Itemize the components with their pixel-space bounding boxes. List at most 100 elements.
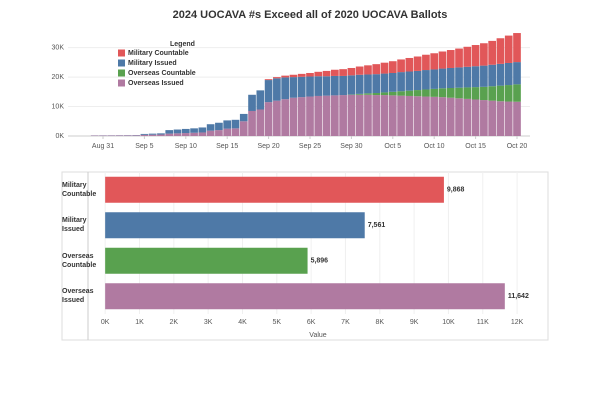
bar [105, 176, 444, 203]
bar-segment [273, 78, 281, 101]
bar-segment [488, 40, 496, 65]
bar-segment [198, 127, 207, 133]
bar-segment [297, 73, 306, 77]
bar-segment [480, 65, 488, 87]
bar-segment [455, 87, 463, 99]
bar-segment [173, 129, 182, 134]
bar-segment [388, 91, 397, 96]
value-label: 9,868 [447, 187, 465, 194]
bar-segment [297, 76, 306, 98]
legend-label: Military Issued [128, 60, 177, 67]
x-tick-label: Oct 20 [507, 143, 528, 150]
bar-segment [206, 124, 215, 131]
bar-segment [339, 69, 347, 76]
bar [105, 212, 365, 239]
bar-segment [289, 77, 298, 98]
x-tick-label: Sep 30 [340, 143, 362, 150]
bar-segment [504, 85, 513, 102]
bar-segment [355, 74, 364, 94]
bar-segment [405, 71, 414, 91]
bar-segment [273, 77, 281, 79]
bar-segment [339, 95, 347, 136]
bar-segment [281, 77, 289, 100]
value-label: 11,642 [508, 293, 529, 300]
y-tick-label: 10K [52, 103, 65, 110]
bar-segment [281, 75, 289, 78]
bar-segment [446, 50, 455, 68]
bar-segment [513, 84, 521, 102]
bar-segment [471, 99, 480, 136]
bar-segment [364, 74, 372, 94]
bar-segment [388, 61, 397, 73]
x-axis-title: Value [309, 332, 326, 339]
bar-segment [355, 66, 364, 75]
bar-segment [314, 76, 323, 96]
bar-segment [223, 120, 232, 129]
bar-segment [314, 95, 323, 136]
bar-segment [322, 76, 331, 96]
bar-segment [206, 130, 215, 136]
bar-segment [496, 38, 505, 64]
bar-segment [496, 101, 505, 136]
x-tick-label: 1K [135, 319, 144, 326]
bar-segment [496, 85, 505, 102]
bar-segment [397, 59, 405, 73]
bar-segment [347, 94, 356, 136]
bar-segment [504, 101, 513, 136]
bar-segment [463, 46, 472, 67]
bar-segment [364, 93, 372, 95]
bar-segment [273, 100, 281, 136]
bar-segment [339, 75, 347, 96]
value-label: 7,561 [368, 222, 386, 229]
bar-segment [388, 72, 397, 92]
bar-segment [115, 135, 124, 136]
bar-segment [239, 113, 248, 122]
x-tick-label: Sep 5 [135, 143, 153, 150]
x-tick-label: Oct 10 [424, 143, 445, 150]
bar-segment [306, 76, 314, 97]
bar-segment [413, 90, 422, 97]
bar-segment [190, 132, 198, 136]
bar-segment [405, 90, 414, 96]
bar-segment [157, 134, 165, 136]
bar-segment [480, 100, 488, 136]
bar-segment [438, 51, 447, 69]
bar-segment [124, 135, 132, 136]
bar-segment [513, 33, 521, 63]
bar-segment [248, 110, 256, 136]
bar-segment [422, 89, 430, 97]
bar-segment [380, 62, 389, 74]
bar-segment [165, 133, 174, 136]
legend-swatch [118, 59, 125, 67]
bar [105, 283, 505, 310]
bar-segment [413, 56, 422, 71]
bar-segment [132, 135, 140, 136]
bar-segment [364, 65, 372, 75]
bar-segment [256, 109, 265, 136]
bar-segment [215, 130, 223, 136]
legend-label: Overseas Issued [128, 80, 184, 87]
x-tick-label: 4K [238, 319, 247, 326]
x-tick-label: 5K [273, 319, 282, 326]
x-tick-label: 6K [307, 319, 316, 326]
bar-segment [422, 70, 430, 90]
bar-segment [397, 91, 405, 96]
bar-segment [355, 93, 364, 95]
bar-segment [347, 75, 356, 95]
bar-segment [173, 133, 182, 136]
bar-segment [306, 72, 314, 77]
y-tick-label: 30K [52, 45, 65, 52]
bar-segment [488, 100, 496, 136]
x-tick-label: Sep 10 [175, 143, 197, 150]
x-tick-label: Aug 31 [92, 143, 114, 150]
bar-segment [513, 101, 521, 136]
bar-segment [264, 79, 273, 81]
bar-segment [438, 88, 447, 98]
x-tick-label: 10K [442, 319, 455, 326]
bar-segment [397, 72, 405, 92]
legend-title: Legend [170, 41, 195, 48]
bar-segment [380, 73, 389, 93]
bar-segment [438, 68, 447, 89]
x-tick-label: 12K [511, 319, 524, 326]
